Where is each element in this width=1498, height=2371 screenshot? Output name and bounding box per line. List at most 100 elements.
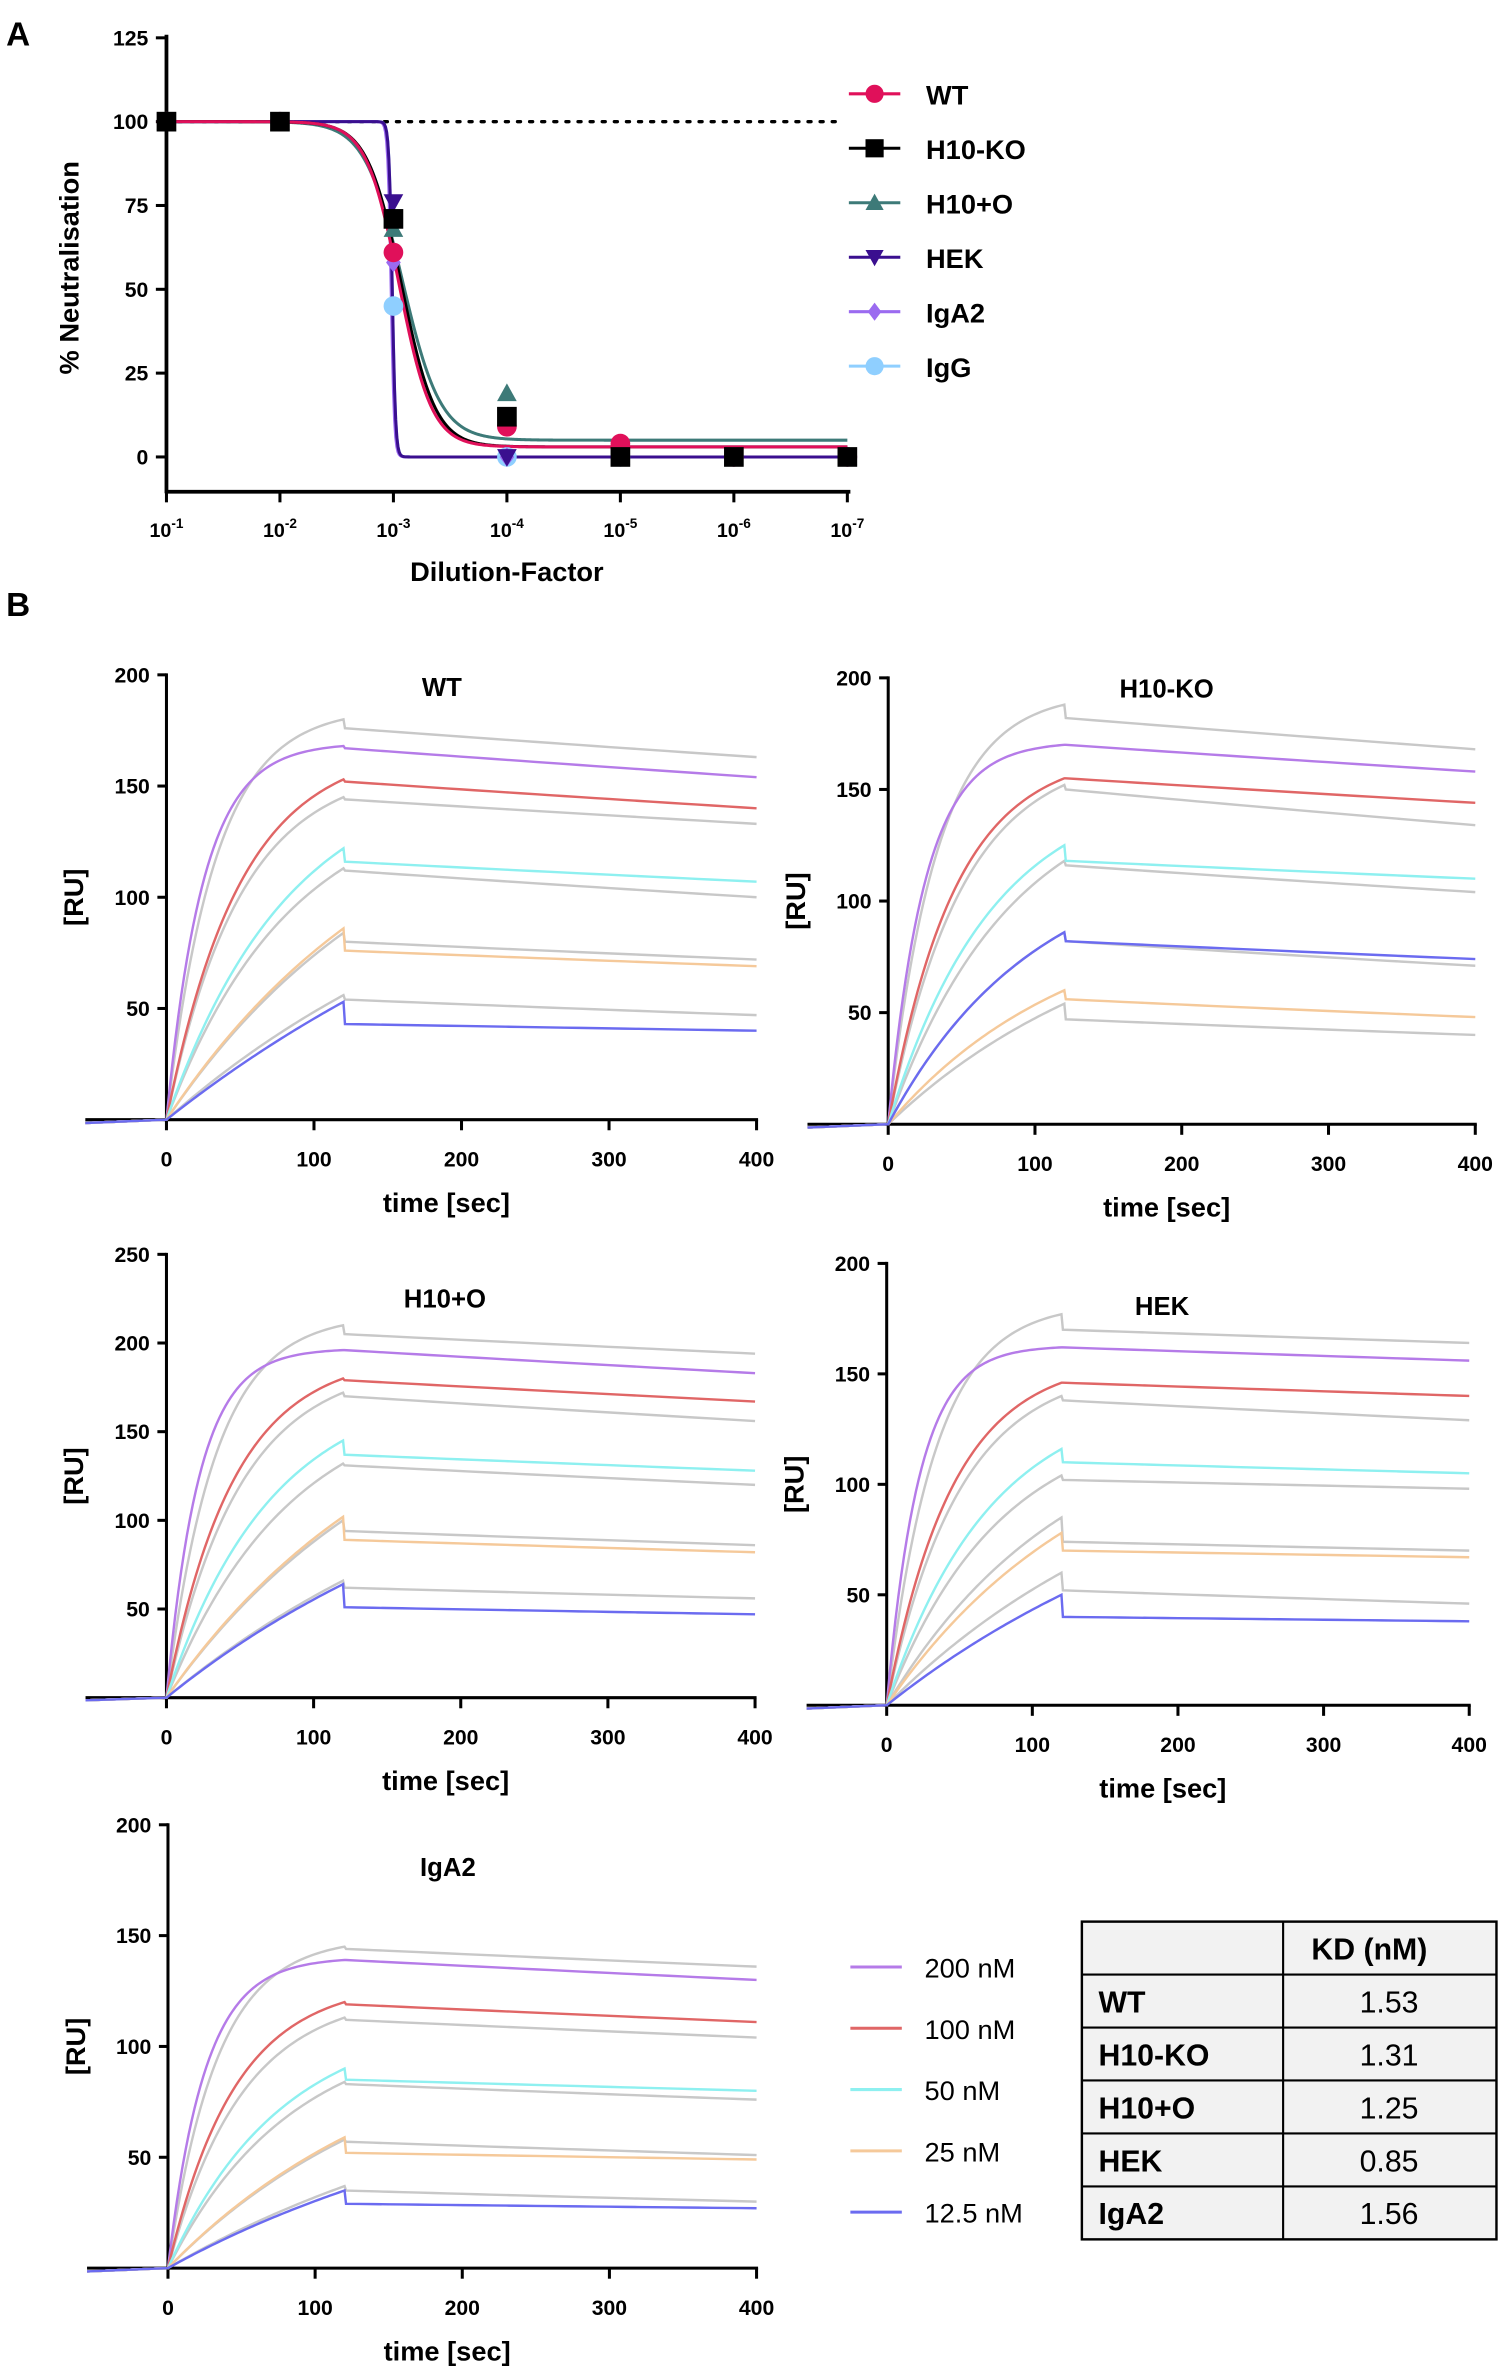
kd-value: 1.56 [1360, 2198, 1419, 2231]
legend-item-igg: IgG [848, 352, 971, 383]
fit-curve-100-nm [85, 777, 757, 1125]
legend-item: 100 nM [850, 2014, 1015, 2045]
triangle-down-marker [865, 249, 884, 267]
x-tick-label: 300 [1311, 1153, 1346, 1176]
x-tick-label: 200 [443, 1727, 478, 1750]
tick-base: 10 [263, 520, 285, 542]
fit-curve-100-nm [85, 1377, 756, 1702]
fit-curve-12-5-nm [806, 1592, 1470, 1710]
y-tick-label: 100 [836, 891, 871, 914]
triangle-down-marker [497, 449, 517, 467]
fit-curve-25-nm [85, 926, 757, 1125]
raw-sensorgram [85, 1323, 756, 1702]
x-axis-title: time [sec] [1103, 1192, 1230, 1223]
x-tick-label: 10-6 [717, 516, 751, 542]
legend-item: 200 nM [850, 1953, 1015, 1984]
plot-title: H10-KO [1119, 676, 1213, 704]
x-tick-label: 0 [162, 2297, 174, 2320]
tick-exponent: -3 [398, 516, 411, 531]
tick-exponent: -5 [625, 516, 638, 531]
fit-curve-12-5-nm [86, 2188, 757, 2273]
x-tick-label: 100 [1017, 1153, 1052, 1176]
square-marker [724, 447, 744, 467]
row-label: H10-KO [1099, 2039, 1210, 2072]
x-tick-label: 10-5 [603, 516, 637, 542]
fit-curve-50-nm [807, 843, 1476, 1129]
row-label: HEK [1099, 2145, 1163, 2178]
square-marker [865, 139, 884, 158]
x-tick-label: 10-3 [376, 516, 410, 542]
circle-marker [865, 84, 884, 103]
fit-curve-25-nm [806, 1530, 1470, 1710]
fit-curve-50-nm [85, 846, 757, 1125]
legend-label: 12.5 nM [925, 2198, 1023, 2229]
legend-item: 50 nM [850, 2075, 1000, 2106]
fit-curve-12-5-nm [85, 1582, 756, 1702]
fit-curve-12-5-nm [807, 930, 1476, 1129]
kd-value: 1.31 [1360, 2039, 1419, 2072]
legend-item-h10+o: H10+O [848, 188, 1013, 219]
raw-sensorgram [806, 1515, 1470, 1710]
kinetics-plot-h10-ko: 50 100 150 200 0 100 200 300 400 time [sec] [RU] H1… [780, 667, 1493, 1222]
fit-curve-iga2 [166, 120, 848, 459]
fit-curve-50-nm [85, 1438, 756, 1702]
raw-sensorgram [85, 717, 757, 1125]
row-label: WT [1099, 1986, 1147, 2019]
raw-sensorgram [806, 1312, 1470, 1710]
x-tick-label: 400 [739, 2297, 774, 2320]
fit-curve-200-nm [85, 1348, 756, 1702]
raw-sensorgram [86, 2080, 757, 2273]
x-tick-label: 300 [591, 1149, 626, 1172]
raw-sensorgram [86, 1945, 757, 2273]
fit-curve-12-5-nm [85, 999, 757, 1125]
x-axis-title: time [sec] [383, 1187, 510, 1218]
kinetics-plot-h10+o: 50 100 150 200 250 0 100 200 300 400 time [sec] [RU… [58, 1244, 772, 1796]
kd-value: 0.85 [1360, 2145, 1419, 2178]
tick-exponent: -6 [739, 516, 752, 531]
x-tick-label: 300 [1306, 1734, 1341, 1757]
tick-exponent: -7 [852, 516, 864, 531]
tick-base: 10 [149, 520, 171, 542]
kinetics-plot-hek: 50 100 150 200 0 100 200 300 400 time [sec] [RU] HE… [778, 1253, 1486, 1804]
x-tick-label: 10-2 [263, 516, 297, 542]
y-tick-label: 200 [116, 1814, 151, 1837]
panel-label-b: B [6, 587, 30, 624]
raw-sensorgram [85, 993, 757, 1125]
fit-curve-50-nm [86, 2066, 757, 2273]
y-tick-label: 150 [835, 1363, 870, 1386]
y-axis-title: [RU] [58, 869, 89, 926]
legend-label: IgA2 [926, 297, 985, 328]
x-tick-label: 0 [161, 1727, 173, 1750]
y-axis-title: [RU] [780, 872, 811, 929]
square-marker [837, 447, 858, 467]
x-tick-label: 0 [161, 1149, 173, 1172]
x-tick-label: 400 [1458, 1153, 1493, 1176]
fit-curve-200-nm [85, 744, 757, 1125]
x-tick-label: 100 [297, 2297, 332, 2320]
y-tick-label: 50 [128, 2147, 152, 2170]
legend-item: 25 nM [850, 2136, 1000, 2167]
y-tick-label: 150 [114, 1421, 149, 1444]
legend-item-hek: HEK [848, 243, 984, 274]
legend-label: HEK [926, 243, 984, 274]
x-tick-label: 100 [296, 1149, 331, 1172]
fit-curve-hek [166, 120, 848, 459]
panel-label-a: A [6, 16, 30, 53]
legend-label: H10+O [926, 188, 1013, 219]
x-tick-label: 400 [739, 1149, 774, 1172]
legend-item-iga2: IgA2 [848, 297, 985, 328]
square-marker [270, 111, 290, 132]
kinetics-plot-iga2: 50 100 150 200 0 100 200 300 400 time [sec] [RU] Ig… [60, 1814, 774, 2366]
tick-base: 10 [603, 520, 625, 542]
x-tick-label: 10-1 [149, 516, 183, 542]
square-marker [156, 111, 177, 132]
y-tick-label: 200 [836, 667, 871, 690]
triangle-down-marker [383, 194, 404, 212]
y-tick-label: 200 [114, 664, 149, 687]
x-tick-label: 10-4 [490, 516, 524, 542]
circle-marker [383, 242, 404, 263]
table-row: HEK 0.85 [1099, 2145, 1419, 2178]
legend-item-h10-ko: H10-KO [848, 134, 1026, 165]
raw-sensorgram [86, 2016, 757, 2273]
